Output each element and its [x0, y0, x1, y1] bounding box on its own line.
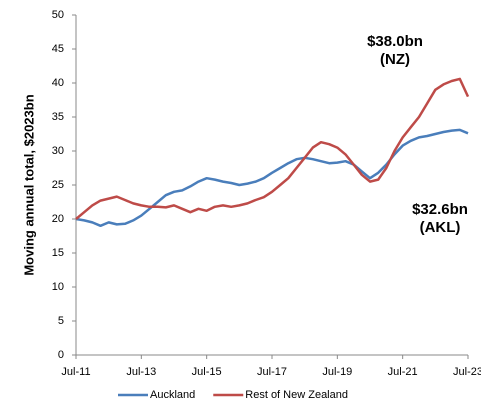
y-tick-label: 25	[52, 179, 64, 191]
annotation: $32.6bn	[412, 201, 468, 218]
x-tick-label: Jul-23	[453, 366, 481, 378]
y-axis-label: Moving annual total, $2023bn	[21, 94, 36, 275]
y-tick-label: 5	[58, 315, 64, 327]
y-tick-label: 20	[52, 213, 64, 225]
legend-label: Rest of New Zealand	[245, 389, 348, 401]
y-tick-label: 50	[52, 9, 64, 21]
y-tick-label: 45	[52, 43, 64, 55]
y-tick-label: 30	[52, 145, 64, 157]
y-tick-label: 0	[58, 349, 64, 361]
x-tick-label: Jul-15	[192, 366, 222, 378]
annotation: (NZ)	[380, 51, 410, 68]
y-tick-label: 15	[52, 247, 64, 259]
x-tick-label: Jul-21	[388, 366, 418, 378]
y-tick-label: 10	[52, 281, 64, 293]
x-tick-label: Jul-17	[257, 366, 287, 378]
series-line	[75, 128, 469, 228]
legend-label: Auckland	[150, 389, 195, 401]
annotation: $38.0bn	[367, 33, 423, 50]
y-tick-label: 35	[52, 111, 64, 123]
x-tick-label: Jul-11	[61, 366, 90, 378]
series-line	[75, 77, 470, 220]
y-tick-label: 40	[52, 77, 64, 89]
x-tick-label: Jul-13	[126, 366, 156, 378]
x-tick-label: Jul-19	[322, 366, 352, 378]
annotation: (AKL)	[420, 219, 461, 236]
